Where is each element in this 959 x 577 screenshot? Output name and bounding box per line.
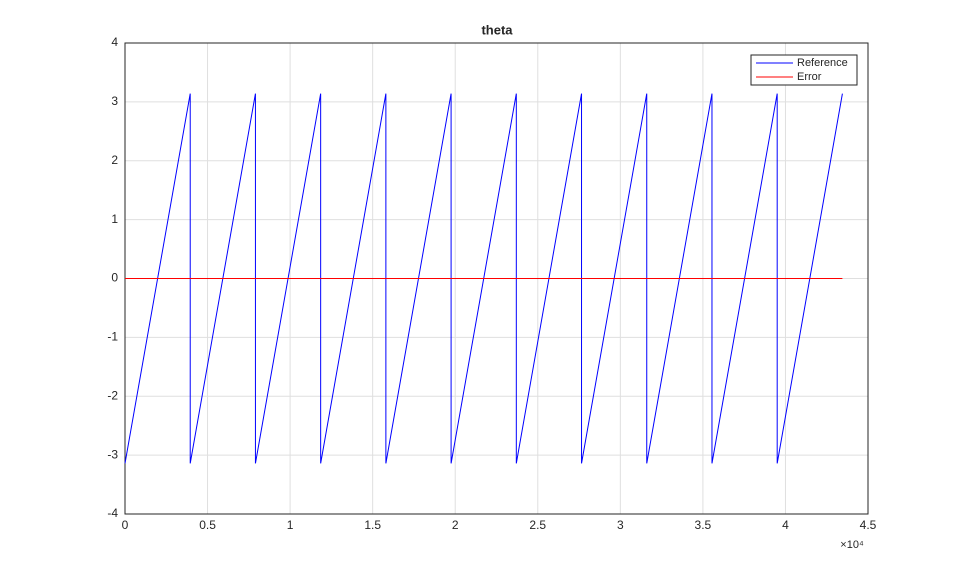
y-tick-label: 4: [111, 35, 118, 49]
y-tick-label: 1: [111, 212, 118, 226]
y-tick-label: 0: [111, 271, 118, 285]
x-tick-label: 0.5: [199, 518, 216, 532]
x-tick-label: 2: [452, 518, 459, 532]
x-tick-label: 2.5: [529, 518, 546, 532]
legend-label: Reference: [797, 57, 848, 69]
y-tick-label: 2: [111, 153, 118, 167]
legend-box: [750, 54, 858, 86]
x-tick-label: 1.5: [364, 518, 381, 532]
y-tick-label: -2: [107, 388, 118, 402]
y-tick-label: -1: [107, 330, 118, 344]
x-tick-label: 0: [122, 518, 129, 532]
x-exponent-label: ×10⁴: [840, 539, 864, 551]
x-tick-label: 4.5: [860, 518, 877, 532]
chart-title: theta: [481, 22, 513, 37]
x-tick-label: 3.5: [695, 518, 712, 532]
x-tick-label: 4: [782, 518, 789, 532]
y-tick-label: -4: [107, 506, 118, 520]
y-tick-label: 3: [111, 94, 118, 108]
legend-label: Error: [797, 71, 822, 83]
y-tick-label: -3: [107, 447, 118, 461]
x-tick-label: 1: [287, 518, 294, 532]
x-tick-label: 3: [617, 518, 624, 532]
